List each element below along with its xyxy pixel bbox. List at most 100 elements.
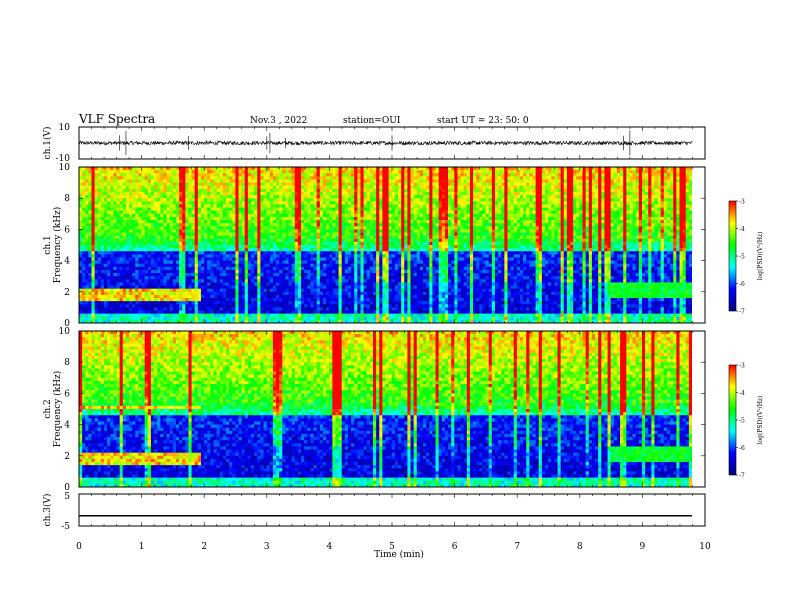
spec1-cell [91, 213, 95, 218]
spec1-cell [494, 182, 499, 187]
spec1-cell [94, 204, 99, 208]
spec1-cell [150, 167, 155, 171]
spec1-cell [454, 213, 458, 218]
spec1-cell [269, 170, 274, 174]
spec1-cell [382, 179, 386, 183]
spec1-cell [104, 185, 108, 190]
spec1-cell [291, 210, 296, 215]
spec1-cell [451, 207, 455, 211]
spec1-cell [163, 188, 167, 193]
spec1-cell [682, 210, 687, 215]
spec1-cell [310, 173, 314, 177]
spec1-cell [238, 195, 242, 199]
spec1-cell [479, 173, 483, 177]
spec1-cell [313, 241, 317, 246]
spec1-cell [100, 216, 105, 221]
spec1-cell [451, 191, 455, 196]
spec1-cell [194, 204, 199, 208]
spec1-cell [135, 210, 139, 215]
spec1-cell [116, 241, 120, 246]
spec1-cell [579, 210, 583, 215]
spec1-cell [272, 173, 277, 177]
spec1-cell [479, 191, 483, 196]
spec1-cell [222, 216, 227, 221]
spec1-cell [563, 220, 568, 224]
spec1-cell [620, 170, 624, 174]
spec1-cell [216, 182, 221, 187]
spec1-cell [560, 238, 565, 243]
spec1-cell [485, 188, 490, 193]
spec1-cell [676, 185, 680, 190]
spec1-cell [566, 216, 571, 221]
spec1-cell [620, 204, 624, 208]
spec1-cell [238, 198, 242, 202]
spec1-cell [147, 226, 152, 230]
spec1-cell [179, 223, 183, 227]
spec1-cell [573, 204, 577, 208]
spec1-cell [482, 238, 486, 243]
spec1-cell [247, 226, 252, 230]
spec1-cell [338, 198, 343, 202]
spec1-cell [570, 207, 574, 211]
spec1-cell [554, 213, 558, 218]
spec1-cell [479, 201, 483, 205]
spec1-cell [541, 201, 546, 205]
spec1-cell [670, 232, 674, 236]
spec1-cell [432, 179, 436, 183]
spec1-cell [304, 198, 308, 202]
spec1-cell [588, 179, 593, 183]
spec1-cell [473, 198, 477, 202]
spec1-cell [441, 238, 446, 243]
spec1-cell [197, 207, 202, 211]
spec1-cell [326, 207, 330, 211]
spec1-cell [479, 167, 483, 171]
spec1-cell [379, 201, 383, 205]
spec1-cell [116, 195, 120, 199]
spec1-cell [591, 220, 596, 224]
spec1-cell [297, 235, 302, 240]
spec1-cell [166, 179, 170, 183]
spec1-cell [94, 226, 99, 230]
spec1-cell [376, 176, 380, 180]
spec1-cell [585, 229, 590, 233]
spec1-cell [601, 201, 605, 205]
spec1-cell [313, 220, 317, 224]
spec1-cell [498, 198, 502, 202]
spec1-cell [288, 173, 292, 177]
spec1-cell [670, 223, 674, 227]
spec1-cell [144, 241, 149, 246]
spec1-cell [423, 179, 427, 183]
spec1-cell [138, 188, 142, 193]
spec1-cell [316, 216, 321, 221]
spec1-cell [332, 207, 336, 211]
spec1-cell [648, 220, 652, 224]
spec1-cell [150, 226, 155, 230]
spec1-cell [623, 167, 627, 171]
spec1-cell [401, 176, 405, 180]
spec1-cell [172, 232, 177, 236]
spec1-cell [535, 191, 540, 196]
spec1-cell [307, 173, 311, 177]
spec1-cell [332, 201, 336, 205]
spec1-cell [538, 170, 543, 174]
spec1-cell [476, 204, 480, 208]
spec1-cell [663, 182, 668, 187]
spec1-cell [147, 173, 152, 177]
spec1-cell [88, 182, 92, 187]
spec1-cell [438, 223, 443, 227]
spec1-cell [97, 201, 102, 205]
spec1-cell [426, 216, 430, 221]
spec1-cell [194, 167, 199, 171]
spec1-cell [175, 216, 180, 221]
spec1-cell [560, 188, 565, 193]
spec1-cell [432, 226, 436, 230]
spec1-cell [313, 238, 317, 243]
spec1-cell [441, 176, 446, 180]
spec1-cell [369, 220, 374, 224]
spec1-cell [613, 195, 618, 199]
spec1-cell [419, 170, 424, 174]
spec1-cell [670, 201, 674, 205]
spec1-cell [157, 238, 161, 243]
spec1-cell [423, 185, 427, 190]
spec1-cell [119, 238, 124, 243]
